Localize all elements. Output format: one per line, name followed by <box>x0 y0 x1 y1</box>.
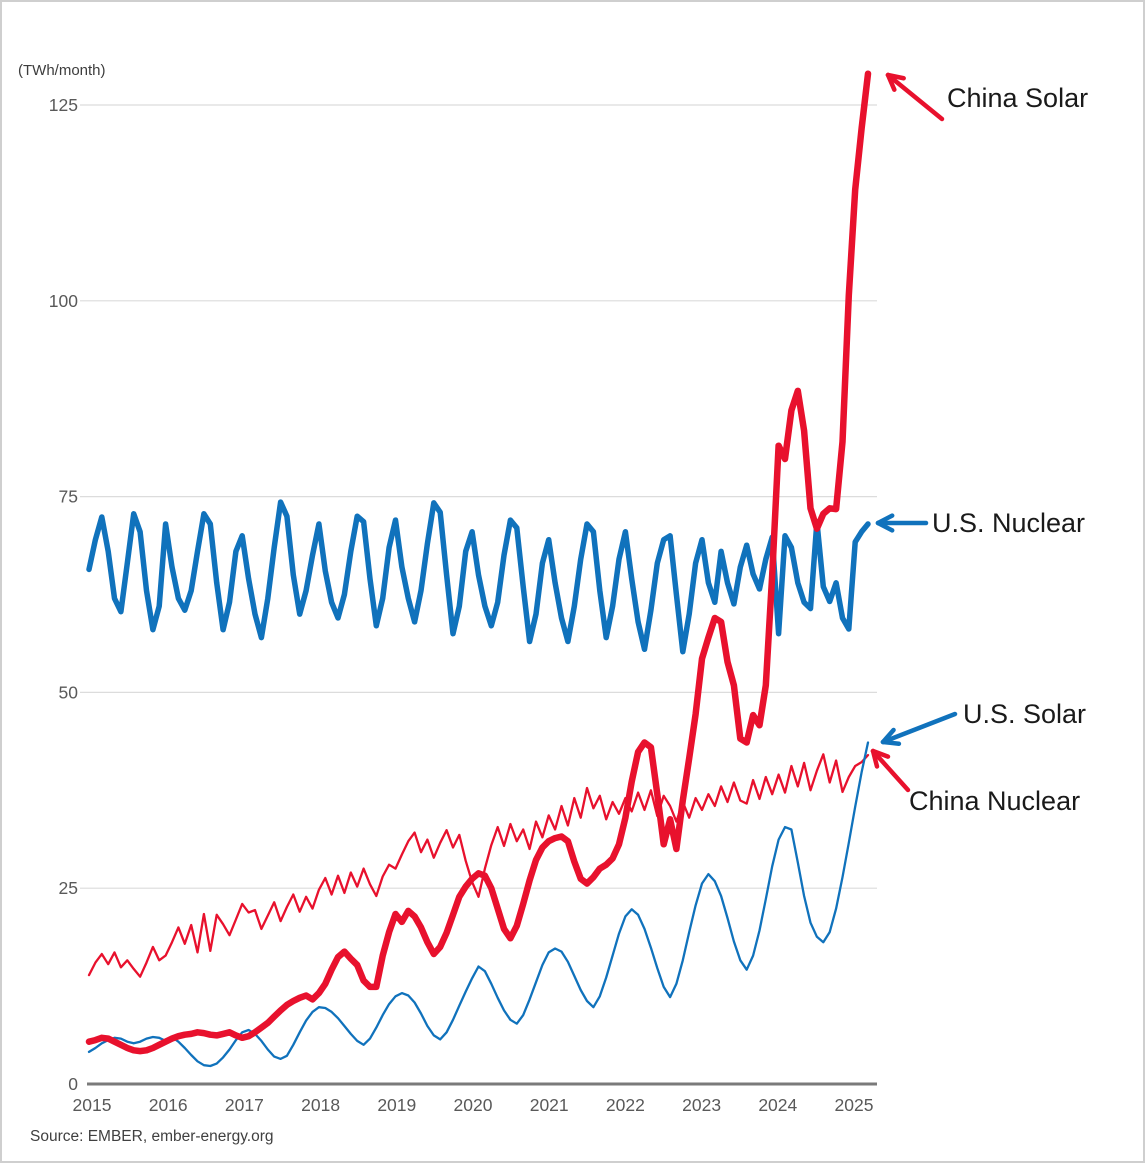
us-solar-arrow <box>880 711 958 746</box>
y-tick-label-0: 0 <box>68 1074 78 1094</box>
y-tick-label-100: 100 <box>49 291 78 311</box>
china-solar-arrow <box>885 72 945 122</box>
y-tick-label-75: 75 <box>59 487 78 507</box>
x-tick-label-2021: 2021 <box>530 1095 569 1115</box>
x-tick-label-2018: 2018 <box>301 1095 340 1115</box>
x-tick-label-2019: 2019 <box>377 1095 416 1115</box>
x-tick-label-2020: 2020 <box>454 1095 493 1115</box>
series-line-china-nuclear <box>87 753 870 978</box>
y-tick-label-50: 50 <box>59 682 79 702</box>
x-tick-label-2017: 2017 <box>225 1095 264 1115</box>
annotation-china-nuclear: China Nuclear <box>909 786 1081 816</box>
y-tick-label-25: 25 <box>59 878 78 898</box>
x-tick-label-2022: 2022 <box>606 1095 645 1115</box>
y-axis-unit-label: (TWh/month) <box>18 62 106 79</box>
x-tick-label-2023: 2023 <box>682 1095 721 1115</box>
x-tick-label-2025: 2025 <box>835 1095 874 1115</box>
x-tick-label-2024: 2024 <box>758 1095 797 1115</box>
us-nuclear-arrow <box>875 513 929 533</box>
china-nuclear-arrow <box>870 748 911 793</box>
series-line-china-solar <box>85 70 872 1055</box>
annotation-us-nuclear: U.S. Nuclear <box>932 508 1086 538</box>
x-tick-label-2015: 2015 <box>73 1095 112 1115</box>
annotation-us-solar: U.S. Solar <box>963 699 1087 729</box>
series-line-u-s-solar <box>87 741 870 1068</box>
source-note: Source: EMBER, ember-energy.org <box>30 1128 274 1145</box>
y-tick-label-125: 125 <box>49 95 78 115</box>
series-line-u-s-nuclear <box>86 499 871 655</box>
x-tick-label-2016: 2016 <box>149 1095 188 1115</box>
annotation-china-solar: China Solar <box>947 83 1089 113</box>
